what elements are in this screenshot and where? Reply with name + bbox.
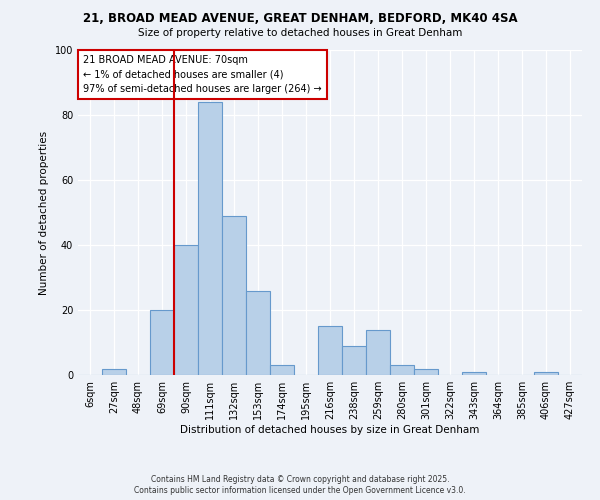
Bar <box>198 102 222 375</box>
Text: Size of property relative to detached houses in Great Denham: Size of property relative to detached ho… <box>138 28 462 38</box>
Bar <box>318 326 342 375</box>
Bar <box>246 290 270 375</box>
Bar <box>270 365 294 375</box>
X-axis label: Distribution of detached houses by size in Great Denham: Distribution of detached houses by size … <box>181 425 479 435</box>
Bar <box>102 368 126 375</box>
Text: Contains public sector information licensed under the Open Government Licence v3: Contains public sector information licen… <box>134 486 466 495</box>
Bar <box>414 368 438 375</box>
Text: 21, BROAD MEAD AVENUE, GREAT DENHAM, BEDFORD, MK40 4SA: 21, BROAD MEAD AVENUE, GREAT DENHAM, BED… <box>83 12 517 26</box>
Bar <box>390 365 414 375</box>
Y-axis label: Number of detached properties: Number of detached properties <box>39 130 49 294</box>
Bar <box>462 372 486 375</box>
Text: 21 BROAD MEAD AVENUE: 70sqm
← 1% of detached houses are smaller (4)
97% of semi-: 21 BROAD MEAD AVENUE: 70sqm ← 1% of deta… <box>83 55 322 94</box>
Text: Contains HM Land Registry data © Crown copyright and database right 2025.: Contains HM Land Registry data © Crown c… <box>151 475 449 484</box>
Bar <box>222 216 246 375</box>
Bar <box>174 245 198 375</box>
Bar <box>534 372 558 375</box>
Bar <box>150 310 174 375</box>
Bar <box>342 346 366 375</box>
Bar <box>366 330 390 375</box>
